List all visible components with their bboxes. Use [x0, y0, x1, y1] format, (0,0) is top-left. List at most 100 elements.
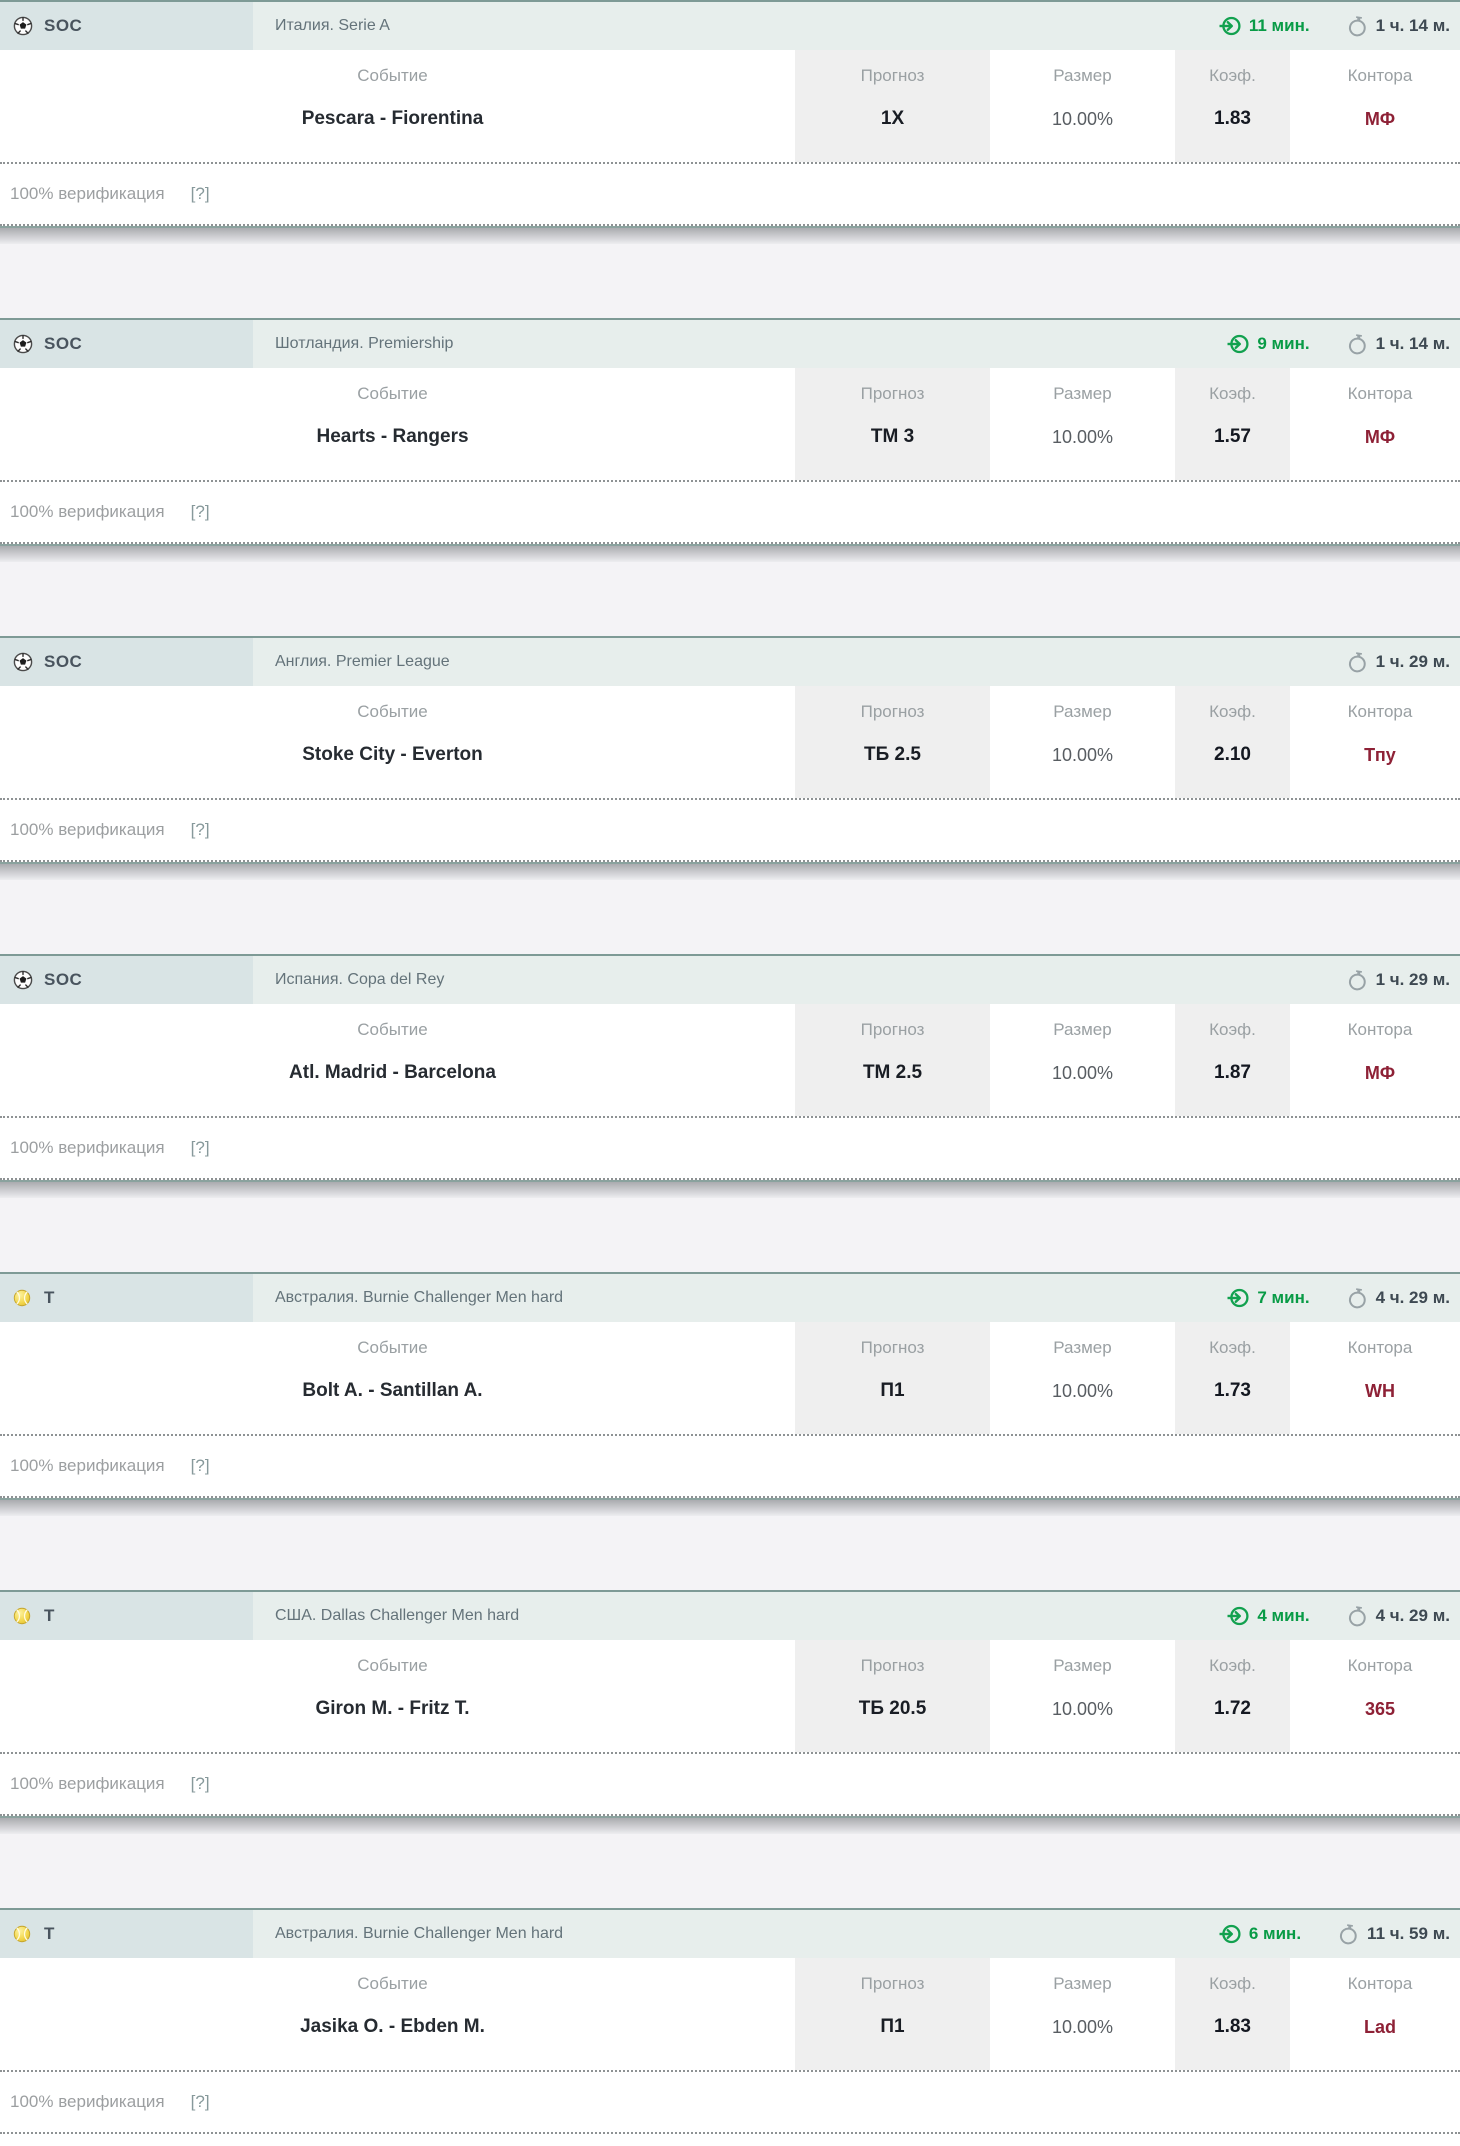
bookmaker-link[interactable]: Lad — [1363, 2017, 1396, 2037]
tennis-ball-icon — [13, 1924, 33, 1944]
odds-value: 2.10 — [1214, 744, 1251, 765]
bookmaker-column: Контора Lad — [1300, 1958, 1460, 2070]
time-left: 1 ч. 14 м. — [1346, 15, 1450, 38]
league-name: Испания. Copa del Rey — [275, 971, 445, 988]
verification-help-link[interactable]: [?] — [190, 1138, 210, 1157]
league-name: Австралия. Burnie Challenger Men hard — [275, 1289, 564, 1306]
odds-column: Коэф. 1.72 — [1175, 1640, 1290, 1752]
size-column: Размер 10.00% — [1000, 686, 1165, 798]
size-column: Размер 10.00% — [1000, 1958, 1165, 2070]
verification-help-link[interactable]: [?] — [190, 820, 210, 839]
odds-value: 1.83 — [1214, 108, 1251, 129]
size-value: 10.00% — [1051, 745, 1114, 765]
column-header-size: Размер — [1053, 66, 1112, 85]
forecast-value: 1X — [880, 108, 905, 129]
verification-help-link[interactable]: [?] — [190, 502, 210, 521]
bet-table: Событие Atl. Madrid - Barcelona Прогноз … — [0, 1004, 1460, 1116]
verification-row: 100% верификация [?] — [0, 162, 1460, 226]
stopwatch-icon — [1346, 1287, 1369, 1310]
starts-in-label: 11 мин. — [1248, 16, 1310, 35]
sport-cell: SOC — [0, 320, 253, 368]
time-left-label: 11 ч. 59 м. — [1367, 1924, 1450, 1943]
event-name: Pescara - Fiorentina — [301, 108, 484, 129]
odds-value: 1.72 — [1214, 1698, 1251, 1719]
verification-row: 100% верификация [?] — [0, 798, 1460, 862]
card-header: T Австралия. Burnie Challenger Men hard … — [0, 1272, 1460, 1322]
column-header-bookmaker: Контора — [1347, 66, 1413, 85]
card-header: T Австралия. Burnie Challenger Men hard … — [0, 1908, 1460, 1958]
forecast-column: Прогноз П1 — [795, 1958, 990, 2070]
event-name: Jasika O. - Ebden M. — [300, 2016, 485, 2037]
size-value: 10.00% — [1051, 427, 1114, 447]
size-value: 10.00% — [1051, 1381, 1114, 1401]
card-header: SOC Испания. Copa del Rey — [0, 954, 1460, 1004]
forecast-value: ТМ 2.5 — [862, 1062, 923, 1083]
card-header: SOC Италия. Serie A 11 мин. — [0, 0, 1460, 50]
verification-help-link[interactable]: [?] — [190, 184, 210, 203]
stopwatch-icon — [1346, 15, 1369, 38]
bookmaker-link[interactable]: МФ — [1364, 427, 1396, 447]
bookmaker-link[interactable]: WH — [1365, 1381, 1395, 1401]
soccer-ball-icon — [13, 334, 33, 354]
odds-value: 1.57 — [1214, 426, 1251, 447]
column-header-forecast: Прогноз — [860, 1974, 925, 1993]
event-name: Giron M. - Fritz T. — [315, 1698, 470, 1719]
verification-row: 100% верификация [?] — [0, 2070, 1460, 2134]
verification-row: 100% верификация [?] — [0, 1752, 1460, 1816]
column-header-size: Размер — [1053, 1020, 1112, 1039]
column-header-bookmaker: Контора — [1347, 1020, 1413, 1039]
starts-in-label: 6 мин. — [1248, 1924, 1302, 1943]
column-header-event: Событие — [357, 384, 428, 403]
card-separator — [0, 228, 1460, 318]
time-left-label: 1 ч. 29 м. — [1375, 970, 1450, 989]
column-header-event: Событие — [357, 1656, 428, 1675]
forecast-column: Прогноз ТБ 20.5 — [795, 1640, 990, 1752]
verification-row: 100% верификация [?] — [0, 1116, 1460, 1180]
starts-in-icon — [1226, 1604, 1250, 1628]
time-left: 4 ч. 29 м. — [1346, 1605, 1450, 1628]
stopwatch-icon — [1337, 1923, 1360, 1946]
event-column: Событие Atl. Madrid - Barcelona — [0, 1004, 785, 1116]
sport-code: SOC — [44, 16, 83, 35]
size-column: Размер 10.00% — [1000, 1640, 1165, 1752]
column-header-odds: Коэф. — [1209, 384, 1256, 403]
bet-card: SOC Испания. Copa del Rey — [0, 954, 1460, 1182]
verification-label: 100% верификация — [10, 1138, 165, 1157]
odds-column: Коэф. 1.83 — [1175, 1958, 1290, 2070]
card-header: T США. Dallas Challenger Men hard 4 мин. — [0, 1590, 1460, 1640]
odds-column: Коэф. 1.57 — [1175, 368, 1290, 480]
column-header-forecast: Прогноз — [860, 1656, 925, 1675]
event-name: Bolt A. - Santillan A. — [302, 1380, 483, 1401]
verification-help-link[interactable]: [?] — [190, 1456, 210, 1475]
stopwatch-icon — [1346, 651, 1369, 674]
bookmaker-link[interactable]: 365 — [1364, 1699, 1396, 1719]
time-left: 11 ч. 59 м. — [1337, 1923, 1450, 1946]
column-header-forecast: Прогноз — [860, 702, 925, 721]
stopwatch-icon — [1346, 333, 1369, 356]
sport-code: T — [44, 1288, 55, 1307]
sport-cell: T — [0, 1910, 253, 1958]
size-value: 10.00% — [1051, 1699, 1114, 1719]
kickoff-countdown: 6 мин. — [1218, 1922, 1301, 1946]
bookmaker-link[interactable]: МФ — [1364, 1063, 1396, 1083]
card-header: SOC Шотландия. Premiership 9 мин. — [0, 318, 1460, 368]
sport-code: T — [44, 1924, 55, 1943]
forecast-value: П1 — [880, 1380, 905, 1401]
verification-help-link[interactable]: [?] — [190, 2092, 210, 2111]
event-column: Событие Hearts - Rangers — [0, 368, 785, 480]
tennis-ball-icon — [13, 1288, 33, 1308]
column-header-bookmaker: Контора — [1347, 1974, 1413, 1993]
timers: 11 мин. 1 ч. 14 м. — [1218, 2, 1460, 50]
verification-help-link[interactable]: [?] — [190, 1774, 210, 1793]
bookmaker-link[interactable]: Тпу — [1364, 745, 1396, 765]
time-left: 1 ч. 29 м. — [1346, 651, 1450, 674]
starts-in-icon — [1226, 1286, 1250, 1310]
bet-card: T Австралия. Burnie Challenger Men hard … — [0, 1272, 1460, 1500]
bookmaker-link[interactable]: МФ — [1364, 109, 1396, 129]
bookmaker-column: Контора WH — [1300, 1322, 1460, 1434]
sport-code: SOC — [44, 652, 83, 671]
kickoff-countdown: 7 мин. — [1226, 1286, 1310, 1310]
starts-in-label: 4 мин. — [1257, 1606, 1310, 1625]
verification-label: 100% верификация — [10, 1456, 165, 1475]
